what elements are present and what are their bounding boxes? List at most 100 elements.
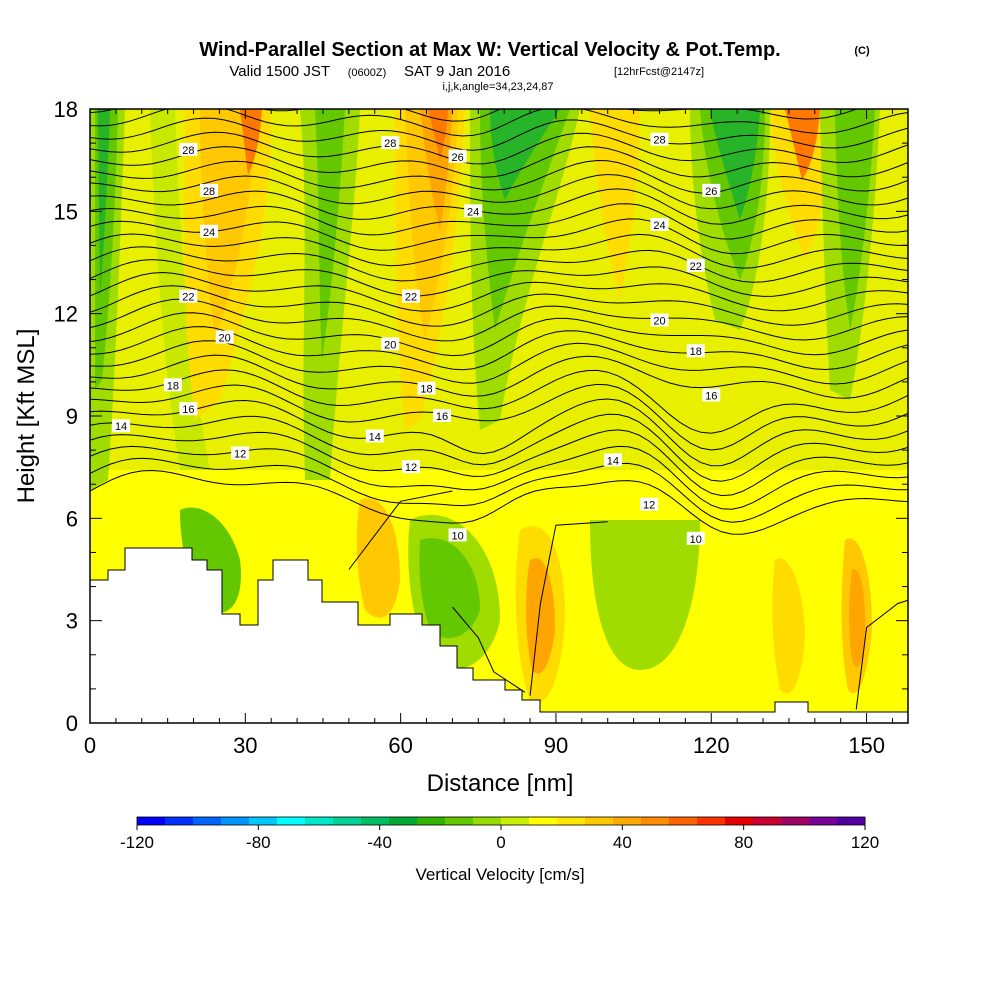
colorbar-swatch [361, 817, 390, 825]
colorbar-swatch [613, 817, 642, 825]
valid-date: SAT 9 Jan 2016 [404, 63, 510, 80]
contour-label-bg [640, 497, 659, 511]
colorbar-tick-label: 0 [496, 833, 505, 852]
contour-label-bg [200, 224, 219, 238]
colorbar-swatch [417, 817, 446, 825]
isentrope-line [90, 117, 908, 151]
contour-label-bg [381, 337, 400, 351]
plume-orange-core [785, 109, 820, 180]
contour-label: 14 [115, 421, 127, 433]
forecast-info: [12hrFcst@2147z] [614, 66, 704, 78]
isentrope-line [90, 159, 908, 194]
colorbar-swatch [557, 817, 586, 825]
contour-label-bg [179, 402, 198, 416]
colorbar-tick-label: -120 [120, 833, 154, 852]
colorbar-ticks: -120 -80 -40 0 40 80 120 [120, 825, 879, 852]
contour-label-bg [401, 460, 420, 474]
contour-label: 10 [451, 530, 463, 542]
contour-label-bg [401, 289, 420, 303]
colorbar-swatch [669, 817, 698, 825]
isentrope-line-low [529, 521, 608, 696]
isentrope-line [90, 298, 908, 342]
contour-label: 24 [467, 206, 479, 218]
isentrope-line [90, 109, 908, 137]
contour-label: 18 [420, 384, 432, 396]
contour-label: 12 [405, 462, 417, 474]
valid-time: Valid 1500 JST [229, 63, 330, 80]
isentrope-line [90, 398, 908, 467]
colorbar-tick-label: -40 [367, 833, 392, 852]
contour-labels: 2828242220181614122826242220181614121028… [112, 132, 721, 546]
contour-label: 12 [234, 449, 246, 461]
contour-label: 24 [203, 227, 215, 239]
isentrope-line [90, 429, 908, 497]
colorbar-tick-label: 40 [613, 833, 632, 852]
colorbar-swatch [445, 817, 474, 825]
contour-label-bg [686, 344, 705, 358]
contour-label-bg [200, 183, 219, 197]
contour-label: 26 [705, 186, 717, 198]
contour-label: 22 [182, 292, 194, 304]
isentrope-line-low [452, 606, 526, 693]
contour-label: 18 [690, 346, 702, 358]
contour-label: 28 [182, 145, 194, 157]
y-tick-label: 3 [66, 609, 78, 634]
isentrope-line [90, 146, 908, 178]
colorbar-swatch [641, 817, 670, 825]
isentrope-line [90, 285, 908, 327]
isentrope-line [90, 218, 908, 255]
contour-label: 22 [405, 292, 417, 304]
isentrope-line [90, 203, 908, 240]
colorbar-swatch [697, 817, 726, 825]
velocity-field [90, 109, 908, 723]
contour-label: 26 [451, 152, 463, 164]
colorbar-tick-label: -80 [246, 833, 271, 852]
contour-label: 20 [384, 339, 396, 351]
plume-green-core [490, 109, 560, 200]
contour-label-bg [702, 183, 721, 197]
plume-green-dark [835, 109, 875, 330]
x-axis: 0 30 60 90 120 150 [84, 109, 893, 758]
isentrope-line [90, 246, 908, 283]
isentrope-line [90, 188, 908, 225]
contour-label-bg [381, 136, 400, 150]
plume-orange-core [240, 109, 262, 175]
contour-label: 22 [690, 261, 702, 273]
contour-label: 18 [167, 380, 179, 392]
contour-label-bg [650, 132, 669, 146]
contour-label-bg [650, 313, 669, 327]
section-params: i,j,k,angle=34,23,24,87 [442, 81, 553, 93]
x-tick-label: 0 [84, 733, 96, 758]
colorbar-label: Vertical Velocity [cm/s] [415, 865, 584, 884]
colorbar-swatch [277, 817, 306, 825]
isentrope-line [90, 233, 908, 269]
y-tick-label: 15 [54, 199, 78, 224]
colorbar-swatch [137, 817, 166, 825]
contour-label: 14 [607, 455, 619, 467]
lower-green-cell [590, 520, 700, 670]
x-tick-label: 150 [848, 733, 885, 758]
colorbar-swatch [221, 817, 250, 825]
x-tick-label: 30 [233, 733, 257, 758]
contour-label: 24 [653, 220, 665, 232]
y-tick-label: 12 [54, 302, 78, 327]
contour-label-bg [686, 531, 705, 545]
colorbar-tick-label: 80 [734, 833, 753, 852]
isentrope-line [90, 445, 908, 510]
plume-green-core [98, 109, 110, 300]
contour-label-bg [365, 429, 384, 443]
plume-orange-mid [200, 109, 255, 340]
colorbar-swatch [809, 817, 838, 825]
contour-label: 12 [643, 500, 655, 512]
colorbar-swatch [249, 817, 278, 825]
isentrope-line [90, 271, 908, 312]
valid-zulu: (0600Z) [348, 67, 387, 79]
isentrope-line [90, 131, 908, 165]
isentrope-line [90, 259, 908, 297]
contour-label: 16 [436, 411, 448, 423]
contour-label: 20 [218, 333, 230, 345]
colorbar-swatch [501, 817, 530, 825]
copyright-mark: (C) [854, 45, 870, 57]
